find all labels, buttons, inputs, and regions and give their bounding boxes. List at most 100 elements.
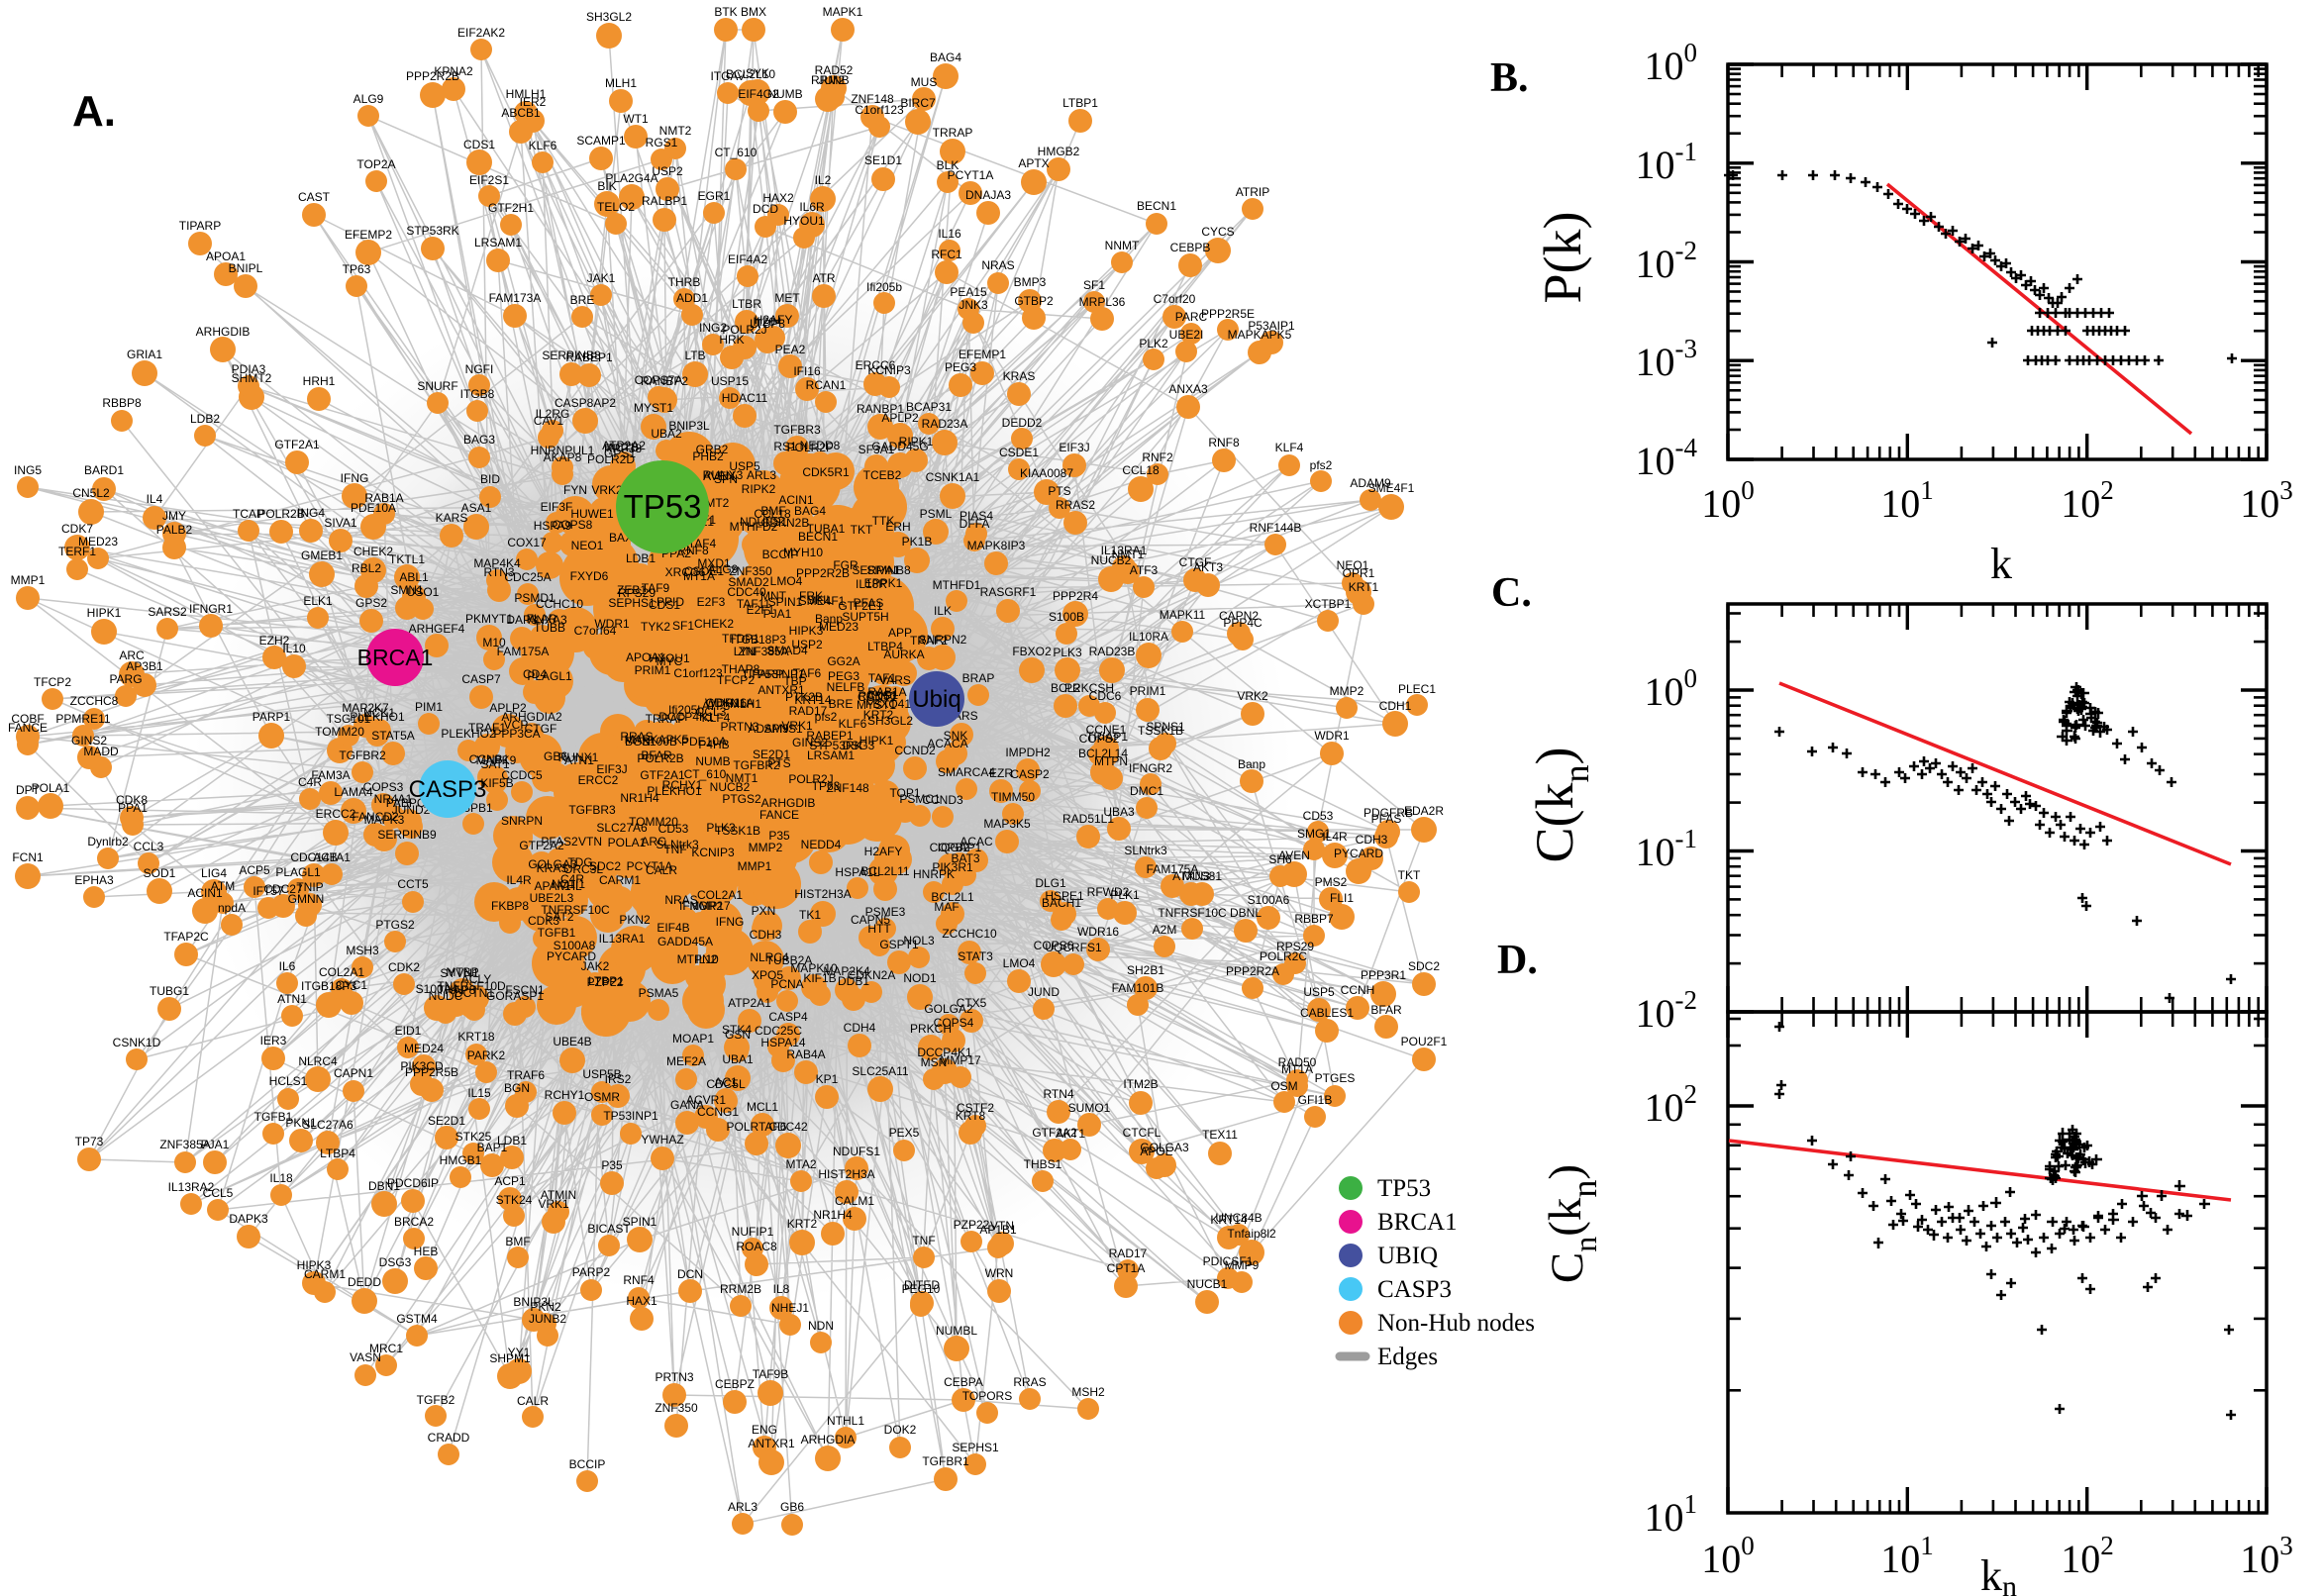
svg-text:TTK: TTK — [872, 514, 895, 528]
svg-text:SNRPN2: SNRPN2 — [919, 633, 967, 647]
svg-text:IL2RG: IL2RG — [536, 407, 570, 421]
svg-text:TAF4: TAF4 — [688, 537, 717, 550]
svg-text:RAD50: RAD50 — [1278, 1055, 1317, 1069]
svg-text:P35: P35 — [768, 829, 790, 843]
svg-text:CSTF2: CSTF2 — [957, 1101, 994, 1115]
svg-text:MAP2K4: MAP2K4 — [823, 964, 870, 978]
svg-text:APAF1: APAF1 — [534, 879, 570, 893]
svg-text:GOLGA3: GOLGA3 — [528, 857, 577, 871]
svg-text:PCNA: PCNA — [770, 977, 803, 991]
svg-text:ATRIP: ATRIP — [1236, 185, 1269, 199]
svg-text:NTHL1: NTHL1 — [827, 1414, 864, 1428]
svg-text:ACTB: ACTB — [607, 441, 639, 454]
svg-text:MAPK9: MAPK9 — [476, 753, 517, 767]
svg-text:HUWE1: HUWE1 — [570, 507, 614, 521]
svg-text:WRN: WRN — [985, 1266, 1014, 1280]
svg-text:CDKN2A: CDKN2A — [848, 968, 896, 982]
svg-text:VRK2: VRK2 — [1237, 689, 1268, 703]
svg-text:PDE10A: PDE10A — [351, 501, 396, 515]
svg-text:SMG1: SMG1 — [1297, 827, 1331, 841]
svg-text:APTX: APTX — [1018, 156, 1049, 170]
svg-text:Ifi205b: Ifi205b — [866, 280, 902, 294]
svg-text:AP3B1: AP3B1 — [126, 659, 163, 673]
svg-text:FANCD2: FANCD2 — [352, 810, 399, 824]
svg-text:MAP3K5: MAP3K5 — [983, 817, 1031, 831]
svg-text:BRAP: BRAP — [962, 671, 995, 685]
svg-text:IFNGR1: IFNGR1 — [189, 602, 233, 616]
svg-text:CCL18: CCL18 — [1122, 463, 1160, 477]
svg-text:TOMM20: TOMM20 — [315, 725, 364, 739]
svg-text:NDUFS1: NDUFS1 — [833, 1145, 880, 1158]
svg-text:PZP22: PZP22 — [954, 1218, 990, 1232]
svg-text:ARHGDIB: ARHGDIB — [196, 325, 251, 339]
svg-text:KRT14: KRT14 — [794, 693, 831, 707]
svg-text:HAX2: HAX2 — [762, 191, 794, 205]
svg-text:SERPINB8: SERPINB8 — [542, 349, 601, 362]
svg-text:BMF: BMF — [505, 1235, 530, 1248]
svg-text:IL13RA1: IL13RA1 — [1101, 544, 1148, 557]
svg-text:IFNG: IFNG — [341, 471, 369, 485]
svg-text:TP63: TP63 — [343, 262, 371, 276]
svg-text:PDCD6IP: PDCD6IP — [387, 1176, 439, 1190]
svg-text:LMO4: LMO4 — [770, 574, 803, 588]
svg-text:KLF4: KLF4 — [702, 711, 731, 725]
svg-text:NDN: NDN — [808, 1319, 834, 1333]
svg-text:THAP8: THAP8 — [722, 662, 760, 676]
svg-text:E2F1: E2F1 — [747, 603, 775, 617]
svg-text:MNT: MNT — [760, 589, 787, 603]
svg-text:APOA1: APOA1 — [206, 249, 246, 263]
svg-text:BNIPL: BNIPL — [229, 261, 263, 275]
svg-text:USO1: USO1 — [407, 585, 440, 599]
svg-text:ITGB18P3: ITGB18P3 — [301, 979, 356, 993]
svg-text:NGFI: NGFI — [465, 362, 494, 376]
svg-text:TNF: TNF — [912, 1234, 935, 1247]
svg-text:RNF144B: RNF144B — [1250, 521, 1302, 535]
svg-text:EIF3F: EIF3F — [541, 500, 573, 514]
svg-text:CARM1: CARM1 — [304, 1267, 346, 1281]
svg-text:BMX: BMX — [741, 5, 766, 19]
svg-text:NDUFS1: NDUFS1 — [740, 515, 787, 529]
svg-text:HIST2H3A: HIST2H3A — [794, 887, 851, 901]
svg-text:CAPN2: CAPN2 — [1219, 609, 1259, 623]
svg-text:FSCN1: FSCN1 — [505, 983, 545, 997]
svg-text:pfs2: pfs2 — [815, 710, 838, 724]
svg-text:MOAP1: MOAP1 — [672, 1032, 714, 1046]
svg-text:ORC3L: ORC3L — [563, 862, 603, 876]
svg-text:ZNF350: ZNF350 — [729, 564, 772, 578]
svg-text:PRIM1: PRIM1 — [635, 663, 671, 677]
svg-text:NRAS: NRAS — [664, 893, 697, 907]
svg-text:KRAS: KRAS — [537, 861, 569, 875]
svg-text:SF1: SF1 — [672, 619, 694, 633]
svg-text:HRK: HRK — [719, 333, 744, 347]
svg-text:POLR2F: POLR2F — [787, 441, 834, 454]
svg-text:MCL1: MCL1 — [747, 1100, 778, 1114]
svg-text:IL4R: IL4R — [1322, 830, 1348, 844]
svg-text:KRT8: KRT8 — [956, 1109, 986, 1123]
svg-text:NR1H4: NR1H4 — [620, 791, 659, 805]
svg-text:PLK3: PLK3 — [706, 821, 736, 835]
svg-text:k: k — [1990, 540, 2012, 588]
svg-text:TOP1: TOP1 — [889, 786, 920, 800]
svg-text:KP1: KP1 — [816, 1072, 839, 1086]
svg-text:GRIA1: GRIA1 — [127, 348, 162, 361]
svg-text:COPS7A: COPS7A — [635, 373, 683, 387]
svg-text:DPT: DPT — [16, 783, 41, 797]
svg-text:CSDE1: CSDE1 — [684, 564, 724, 578]
svg-text:FAM175A: FAM175A — [1147, 862, 1199, 876]
svg-text:ANXA3: ANXA3 — [1168, 382, 1208, 396]
svg-text:NLRC4: NLRC4 — [750, 950, 789, 964]
svg-text:IL18R: IL18R — [856, 577, 887, 591]
svg-text:UBE4B: UBE4B — [553, 1035, 591, 1048]
svg-text:MMP9: MMP9 — [1225, 1258, 1260, 1272]
svg-text:TRRAP: TRRAP — [933, 126, 973, 140]
svg-text:H2AFY: H2AFY — [864, 845, 903, 858]
svg-text:101: 101 — [1880, 475, 1934, 526]
svg-text:CD53: CD53 — [1303, 809, 1334, 823]
svg-text:PSMD1: PSMD1 — [514, 591, 556, 605]
svg-text:TIPARP: TIPARP — [179, 219, 221, 233]
svg-text:ARC: ARC — [119, 648, 145, 662]
svg-text:TYK2: TYK2 — [641, 620, 670, 634]
svg-text:DSG3: DSG3 — [843, 739, 875, 752]
svg-text:USP2: USP2 — [791, 638, 823, 651]
svg-text:PZP22: PZP22 — [587, 975, 624, 989]
